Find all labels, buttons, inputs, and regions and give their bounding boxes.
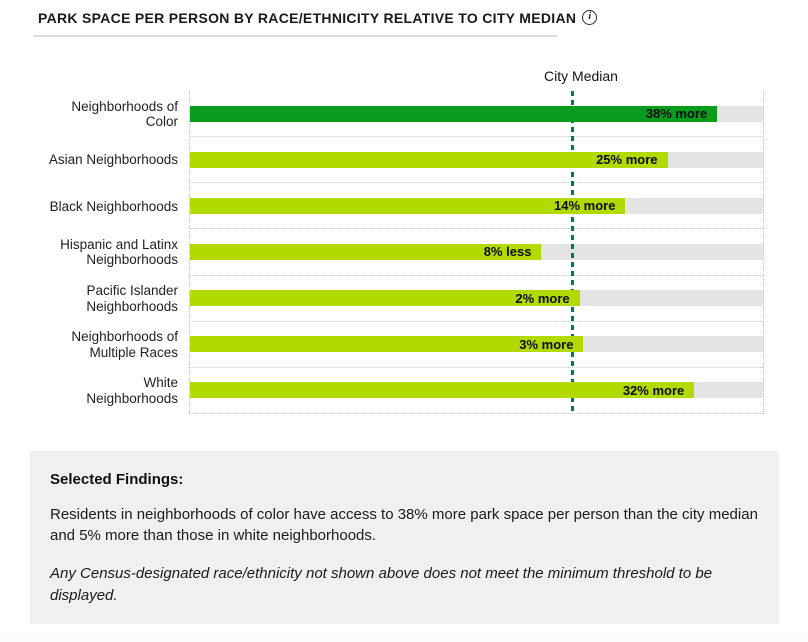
- category-label: White Neighborhoods: [0, 368, 180, 414]
- bar-track: 38% more: [190, 105, 763, 122]
- findings-paragraph: Residents in neighborhoods of color have…: [50, 506, 758, 544]
- bar[interactable]: 3% more: [190, 336, 584, 353]
- bottom-section-divider: [0, 633, 808, 642]
- category-label-line: Neighborhoods: [86, 390, 178, 406]
- bar-value-label: 2% more: [515, 290, 570, 306]
- bar-value-label: 32% more: [622, 382, 685, 398]
- median-line-label: City Median: [544, 68, 618, 84]
- bar[interactable]: 32% more: [190, 382, 695, 399]
- category-label-line: Black Neighborhoods: [49, 198, 178, 214]
- category-labels: Neighborhoods of Color Asian Neighborhoods…: [0, 91, 180, 414]
- city-median-line: [571, 91, 574, 414]
- category-label: Asian Neighborhoods: [0, 137, 180, 183]
- bar-value-label: 8% less: [483, 244, 532, 260]
- bar-row: 14% more: [190, 183, 763, 230]
- category-label-line: Color: [145, 114, 178, 130]
- category-label-line: Asian Neighborhoods: [48, 152, 178, 168]
- bar[interactable]: 2% more: [190, 290, 580, 307]
- category-label-line: Neighborhoods: [86, 252, 178, 268]
- bar[interactable]: 14% more: [190, 197, 626, 214]
- header: PARK SPACE PER PERSON BY RACE/ETHNICITY …: [38, 9, 598, 26]
- selected-findings-box: Selected Findings: Residents in neighbor…: [30, 451, 779, 624]
- bar-row: 8% less: [190, 229, 763, 276]
- bar-row: 32% more: [190, 368, 763, 414]
- category-label: Black Neighborhoods: [0, 183, 180, 229]
- bar-row: 38% more: [190, 91, 763, 138]
- category-label-line: Neighborhoods of: [71, 98, 178, 114]
- category-label-line: Multiple Races: [89, 344, 178, 360]
- category-label-line: Neighborhoods of: [71, 329, 178, 345]
- category-label: Neighborhoods of Color: [0, 91, 180, 137]
- bar-track: 25% more: [190, 151, 763, 168]
- bar-value-label: 3% more: [519, 336, 574, 352]
- bar-track: 8% less: [190, 243, 763, 260]
- category-label-line: White: [143, 375, 178, 391]
- bar-value-label: 14% more: [554, 198, 616, 214]
- bar[interactable]: 8% less: [190, 243, 542, 260]
- category-label: Neighborhoods of Multiple Races: [0, 322, 180, 368]
- bar-row: 3% more: [190, 322, 763, 368]
- category-label: Hispanic and Latinx Neighborhoods: [0, 229, 180, 275]
- category-label-line: Hispanic and Latinx: [60, 236, 178, 252]
- bar[interactable]: 38% more: [190, 105, 718, 122]
- findings-heading: Selected Findings:: [50, 471, 184, 488]
- bar-track: 3% more: [190, 336, 763, 353]
- bar-row: 2% more: [190, 276, 763, 322]
- bar-track: 14% more: [190, 197, 763, 214]
- bar[interactable]: 25% more: [190, 151, 668, 168]
- info-icon[interactable]: i: [582, 9, 598, 25]
- category-label: Pacific Islander Neighborhoods: [0, 276, 180, 322]
- page-title: PARK SPACE PER PERSON BY RACE/ETHNICITY …: [38, 10, 577, 26]
- bar-row: 25% more: [190, 137, 763, 184]
- bar-value-label: 38% more: [645, 106, 708, 122]
- bar-value-label: 25% more: [596, 152, 658, 168]
- bar-track: 2% more: [190, 290, 763, 307]
- plot-area: 38% more 25% more 14% more 8% less 2% more 3%…: [189, 91, 764, 414]
- bar-track: 32% more: [190, 382, 763, 399]
- findings-note: Any Census-designated race/ethnicity not…: [50, 565, 713, 604]
- title-underline: [33, 35, 557, 37]
- category-label-line: Neighborhoods: [86, 298, 178, 314]
- category-label-line: Pacific Islander: [86, 283, 178, 299]
